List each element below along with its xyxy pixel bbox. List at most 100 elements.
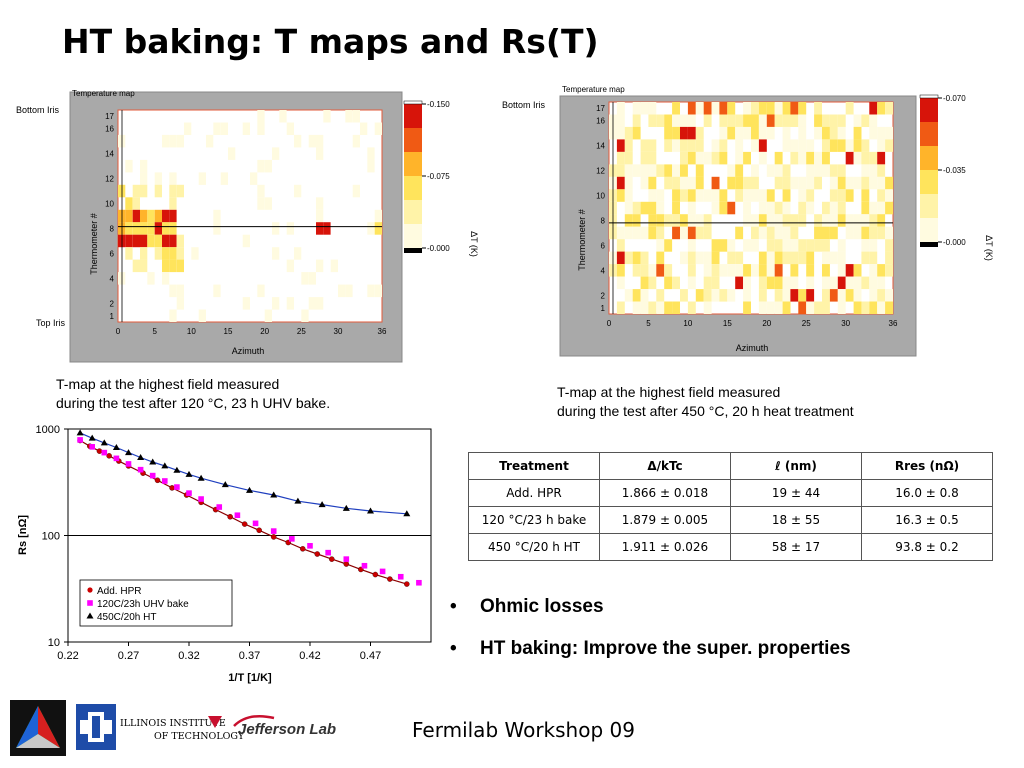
tmap-cell [869, 102, 878, 115]
rs-point [404, 581, 410, 587]
tmap-cell [829, 126, 838, 140]
tmap-cell [853, 276, 862, 290]
tmap-cell [680, 114, 688, 127]
rs-legend-label: 120C/23h UHV bake [97, 599, 189, 610]
tmap-y-tick: 14 [596, 142, 605, 151]
tmap-cell [154, 184, 162, 198]
tmap-cell [829, 226, 838, 240]
tmap-cell [656, 226, 665, 240]
tmap-cell [798, 201, 807, 215]
tmap-cell [374, 122, 382, 135]
tmap-cell [814, 114, 822, 127]
rs-point [256, 527, 262, 534]
tmap-cell [861, 176, 870, 190]
tmap-cell [743, 264, 751, 277]
table-header-mean-free-path: ℓ (nm) [730, 452, 862, 480]
tmap-left-panel: Temperature map Bottom Iris Top Iris 17 1… [12, 84, 479, 364]
tmap-cell [869, 264, 878, 277]
tmap-cell [213, 209, 221, 223]
tmap-cell [316, 197, 324, 210]
tmap-cell [624, 164, 633, 177]
tmap-cell [877, 126, 886, 140]
tmap-cell [774, 114, 783, 127]
tmap-cell [814, 102, 822, 115]
tmap-cell [790, 139, 799, 152]
tmap-cell [869, 214, 878, 227]
tmap-y-tick: 8 [110, 224, 115, 233]
tmap-cell [837, 289, 846, 302]
tmap-cell [624, 189, 633, 202]
tmap-cell [695, 151, 704, 165]
tmap-left-caption: T-map at the highest field measured duri… [56, 375, 330, 413]
tmap-y-tick: 2 [110, 299, 115, 308]
tmap-cell [798, 126, 807, 140]
tmap-cell [272, 147, 280, 160]
tmap-cell [837, 139, 846, 152]
tmap-cell [790, 276, 799, 290]
tmap-cell [877, 189, 886, 202]
tmap-right-panel-title: Temperature map [562, 85, 625, 94]
tmap-cell [374, 222, 382, 235]
tmap-cell [814, 164, 822, 177]
tmap-cell [822, 114, 830, 127]
tmap-cell [877, 102, 886, 115]
tmap-scale-label: -0.075 [427, 172, 450, 181]
tmap-cell [367, 147, 375, 160]
tmap-cell [640, 301, 649, 314]
tmap-y-tick: 17 [596, 104, 605, 113]
tmap-cell [719, 114, 728, 127]
tmap-cell [806, 201, 815, 215]
tmap-cell [176, 259, 184, 273]
tmap-cell [727, 251, 736, 265]
tmap-cell [242, 234, 250, 248]
tmap-cell [837, 239, 846, 252]
tmap-left-svg: Temperature map Bottom Iris Top Iris 17 1… [16, 89, 479, 363]
rs-point [234, 512, 241, 519]
tmap-scale-segment [920, 194, 938, 219]
tmap-cell [132, 259, 140, 273]
tmap-cell [176, 247, 184, 260]
tmap-cell [632, 114, 641, 127]
tmap-cell [308, 272, 316, 285]
tmap-cell [162, 234, 170, 248]
tmap-cell [735, 114, 744, 127]
tmap-cell [169, 247, 177, 260]
tmap-cell [640, 151, 649, 165]
tmap-scale-label: -0.070 [943, 94, 966, 103]
tmap-cell [869, 289, 878, 302]
tmap-cell [719, 239, 728, 252]
tmap-cell [711, 201, 720, 215]
tmap-cell [169, 197, 177, 210]
rs-point [270, 491, 278, 498]
tmap-cell [877, 226, 886, 240]
tmap-cell [703, 301, 712, 314]
rs-chart-x-tick: 0.22 [57, 650, 78, 662]
tmap-x-tick: 10 [683, 319, 692, 328]
tmap-cell [703, 226, 712, 240]
tmap-scale-segment [404, 176, 422, 201]
tmap-cell [814, 239, 822, 252]
tmap-cell [766, 226, 775, 240]
tmap-cell [790, 226, 799, 240]
tmap-scale-segment [404, 104, 422, 129]
tmap-cell [176, 234, 184, 248]
table-cell: 93.8 ± 0.2 [861, 533, 993, 561]
rs-legend-marker [87, 600, 93, 606]
tmap-cell [257, 122, 265, 135]
tmap-cell [695, 226, 704, 240]
tmap-cell [790, 264, 799, 277]
tmap-right-caption-line2: during the test after 450 °C, 20 h heat … [557, 403, 854, 419]
tmap-cell [743, 189, 751, 202]
tmap-cell [162, 222, 170, 235]
rs-point [367, 507, 374, 514]
tmap-cell [316, 297, 324, 310]
rs-point [101, 449, 108, 456]
tmap-cell [125, 222, 133, 235]
tmap-cell [220, 122, 228, 135]
rs-point [96, 448, 103, 454]
tmap-x-tick: 36 [378, 327, 387, 336]
tmap-cell [758, 151, 767, 165]
rs-point [174, 484, 180, 490]
tmap-cell [814, 176, 822, 190]
tmap-cell [869, 164, 878, 177]
